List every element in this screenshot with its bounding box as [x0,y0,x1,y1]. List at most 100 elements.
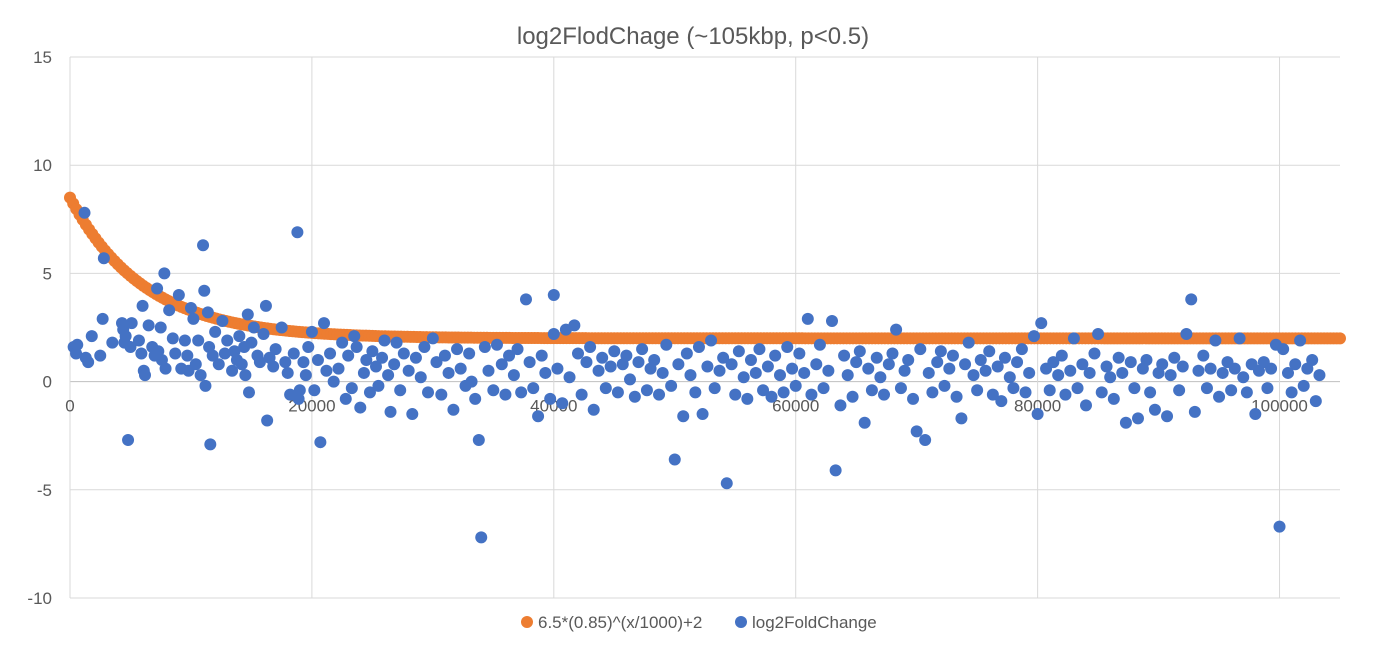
log2foldchange-point [608,345,621,358]
log2foldchange-point [556,397,569,410]
log2foldchange-point [1112,351,1125,364]
log2foldchange-point [122,434,135,447]
log2foldchange-point [169,347,182,360]
log2foldchange-point [656,366,669,379]
log2foldchange-point [1156,358,1169,371]
legend-label-formula: 6.5*(0.85)^(x/1000)+2 [538,613,702,632]
log2foldchange-point [438,349,451,362]
log2foldchange-point [241,308,254,321]
legend-marker-formula [521,616,533,628]
log2foldchange-point [547,327,560,340]
log2foldchange-point [749,366,762,379]
y-tick-label: 10 [33,156,52,175]
log2foldchange-point [732,345,745,358]
log2foldchange-point [983,345,996,358]
log2foldchange-point [204,438,217,451]
log2foldchange-point [414,371,427,384]
log2foldchange-point [599,382,612,395]
log2foldchange-point [822,364,835,377]
log2foldchange-point [1161,410,1174,423]
log2foldchange-point [82,356,95,369]
log2foldchange-point [801,312,814,325]
log2foldchange-point [998,351,1011,364]
log2foldchange-point [245,336,258,349]
log2foldchange-point [1067,332,1080,345]
log2foldchange-point [1173,384,1186,397]
log2foldchange-point [532,410,545,423]
log2foldchange-point [765,390,778,403]
log2foldchange-point [201,306,214,319]
log2foldchange-point [253,356,266,369]
log2foldchange-point [384,405,397,418]
log2foldchange-point [523,356,536,369]
log2foldchange-point [348,330,361,343]
log2foldchange-point [967,369,980,382]
log2foldchange-point [898,364,911,377]
log2foldchange-point [1261,382,1274,395]
log2foldchange-point [741,392,754,405]
log2foldchange-point [1104,371,1117,384]
log2foldchange-point [568,319,581,332]
log2foldchange-point [511,343,524,356]
log2foldchange-point [94,349,107,362]
log2foldchange-point [713,364,726,377]
log2foldchange-point [336,336,349,349]
log2foldchange-point [1192,364,1205,377]
log2foldchange-point [886,347,899,360]
log2foldchange-point [293,384,306,397]
log2foldchange-point [1285,386,1298,399]
log2foldchange-point [829,464,842,477]
log2foldchange-point [910,425,923,438]
log2foldchange-point [890,323,903,336]
log2foldchange-point [1076,358,1089,371]
log2foldchange-point [320,364,333,377]
log2foldchange-point [1240,386,1253,399]
log2foldchange-point [1188,405,1201,418]
log2foldchange-point [503,349,516,362]
log2foldchange-point [499,388,512,401]
log2foldchange-point [846,390,859,403]
log2foldchange-point [539,366,552,379]
log2foldchange-point [1100,360,1113,373]
log2foldchange-point [163,304,176,317]
log2foldchange-point [339,392,352,405]
log2foldchange-point [166,332,179,345]
log2foldchange-point [914,343,927,356]
log2foldchange-point [275,321,288,334]
log2foldchange-point [874,371,887,384]
log2foldchange-point [946,349,959,362]
log2foldchange-point [894,382,907,395]
y-axis-ticks: -10 -5 0 5 10 15 [27,48,52,608]
log2foldchange-point [136,299,149,312]
log2foldchange-point [1281,366,1294,379]
log2foldchange-point [212,358,225,371]
log2foldchange-point [324,347,337,360]
log2foldchange-point [527,382,540,395]
log2foldchange-point [907,392,920,405]
log2foldchange-point [376,351,389,364]
log2foldchange-point [125,317,138,330]
log2foldchange-point [454,362,467,375]
log2foldchange-point [1107,392,1120,405]
log2foldchange-point [507,369,520,382]
log2foldchange-point [475,531,488,544]
log2foldchange-point [563,371,576,384]
log2foldchange-point [575,388,588,401]
log2foldchange-point [544,392,557,405]
log2foldchange-point [979,364,992,377]
log2foldchange-point [206,349,219,362]
log2foldchange-point [717,351,730,364]
log2foldchange-point [305,325,318,338]
log2foldchange-point [451,343,464,356]
log2foldchange-point [761,360,774,373]
log2foldchange-point [370,360,383,373]
log2foldchange-point [233,330,246,343]
log2foldchange-point [1047,356,1060,369]
x-tick-label: 100000 [1251,397,1308,416]
log2foldchange-point [430,356,443,369]
log2foldchange-point [1297,379,1310,392]
log2foldchange-point [922,366,935,379]
log2foldchange-point [882,358,895,371]
log2foldchange-point [390,336,403,349]
